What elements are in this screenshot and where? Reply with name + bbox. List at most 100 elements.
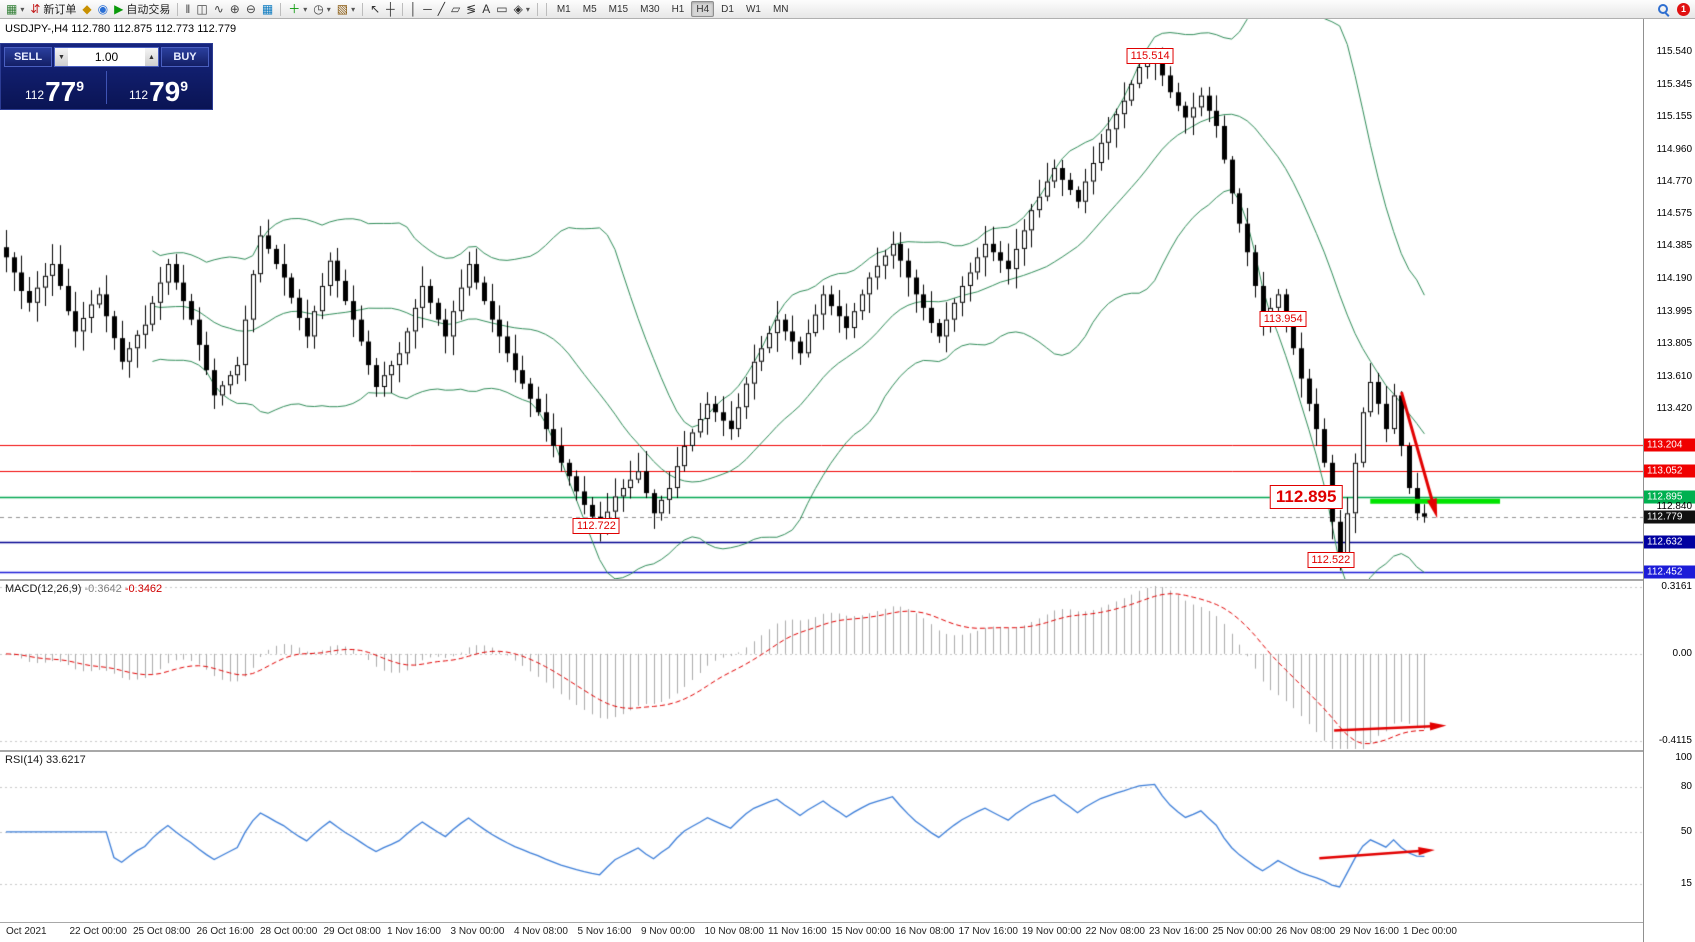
cursor-button[interactable]: ↖ [367, 1, 383, 17]
autotrading-button[interactable]: ▶ 自动交易 [111, 1, 173, 17]
crosshair-icon: ┼ [386, 2, 395, 16]
main-chart-pane[interactable]: USDJPY-,H4 112.780 112.875 112.773 112.7… [0, 19, 1643, 581]
price-scale-label: 113.610 [1656, 370, 1692, 382]
symbol-info: USDJPY-,H4 112.780 112.875 112.773 112.7… [5, 23, 237, 35]
arrows-dropdown-icon[interactable]: ▾ [525, 4, 530, 14]
text-button[interactable]: A [479, 1, 493, 17]
price-scale-label: 100 [1675, 751, 1692, 763]
time-axis-label: 1 Nov 16:00 [387, 926, 441, 937]
trendline-button[interactable]: ╱ [435, 1, 448, 17]
time-axis-label: 22 Nov 08:00 [1085, 926, 1146, 937]
notification-badge[interactable]: 1 [1677, 2, 1690, 16]
price-scale-level-box: 112.632 [1644, 535, 1695, 549]
price-scale-level-box: 112.895 [1644, 490, 1695, 504]
autotrading-label: 自动交易 [126, 4, 171, 16]
timeframe-m1-button[interactable]: M1 [556, 3, 571, 15]
toolbar-separator [280, 2, 282, 16]
macd-pane[interactable]: MACD(12,26,9) -0.3642 -0.3462 [0, 581, 1643, 752]
time-axis-label: 9 Nov 00:00 [641, 926, 695, 937]
time-axis-label: 17 Nov 16:00 [958, 926, 1019, 937]
time-axis-label: 28 Oct 00:00 [260, 926, 318, 937]
price-scale-label: 80 [1680, 781, 1692, 793]
text-label-icon: ▭ [496, 2, 508, 16]
buy-price-prefix: 112 [128, 88, 149, 102]
price-scale-label: 114.960 [1656, 143, 1692, 155]
timeframe-m5-button[interactable]: M5 [582, 3, 597, 15]
rsi-canvas[interactable] [0, 752, 1643, 922]
templates-dropdown-icon[interactable]: ▾ [351, 4, 356, 14]
macd-name: MACD(12,26,9) [5, 583, 82, 595]
time-axis-label: 25 Oct 08:00 [133, 926, 191, 937]
vertical-line-button[interactable]: │ [407, 1, 421, 17]
price-callout: 112.895 [1269, 485, 1343, 510]
toolbar-items: ▦ ▾ ⇵ 新订单 ◆ ◉ ▶ 自动交易 ‖ ◫ ∿ ⊕ ⊖ ▦ ＋ ▾ ◷ ▾ ▧ ▾ ↖ ┼ │ ─ ╱ ▱ ≶ A ▭ ◈ ▾ [3, 1, 542, 17]
crosshair-button[interactable]: ┼ [383, 1, 398, 17]
rsi-name: RSI(14) [5, 754, 43, 766]
time-axis-label: 1 Dec 00:00 [1403, 926, 1457, 937]
price-scale-level-box: 113.204 [1644, 438, 1695, 452]
time-axis-label: 3 Nov 00:00 [450, 926, 505, 937]
macd-signal-value: -0.3462 [124, 583, 163, 595]
chart-area[interactable]: USDJPY-,H4 112.780 112.875 112.773 112.7… [0, 19, 1643, 942]
periods-dropdown-icon[interactable]: ▾ [326, 4, 331, 14]
price-scale-label: 113.805 [1656, 338, 1692, 350]
timeframe-h1-button[interactable]: H1 [671, 3, 685, 15]
timeframe-m15-button[interactable]: M15 [608, 3, 629, 15]
indicators-dropdown-icon[interactable]: ▾ [303, 4, 308, 14]
zoom-out-button[interactable]: ⊖ [243, 1, 259, 17]
vertical-line-icon: │ [409, 2, 418, 16]
workspace: USDJPY-,H4 112.780 112.875 112.773 112.7… [0, 19, 1695, 942]
price-scale-label: 114.385 [1656, 240, 1692, 252]
autotrading-icon: ▶ [114, 2, 124, 16]
volume-input[interactable]: 1.00 [68, 48, 145, 66]
toolbar-separator [362, 2, 364, 16]
timeframe-group: M1 M5 M15 M30 H1 H4 D1 W1 MN [551, 1, 795, 17]
equidistant-channel-icon: ▱ [450, 2, 461, 16]
time-axis-label: 16 Nov 08:00 [895, 926, 955, 937]
new-chart-button[interactable]: ▦ ▾ [3, 1, 27, 17]
candlestick-chart-button[interactable]: ◫ [193, 1, 210, 17]
timeframe-w1-button[interactable]: W1 [745, 3, 761, 15]
volume-decrease-button[interactable]: ▼ [55, 48, 68, 66]
text-icon: A [482, 2, 491, 16]
time-axis-label: 23 Nov 16:00 [1149, 926, 1209, 937]
buy-price[interactable]: 112 79 9 [108, 69, 209, 106]
timeframe-d1-button[interactable]: D1 [721, 3, 734, 15]
rsi-pane[interactable]: RSI(14) 33.6217 [0, 752, 1643, 923]
arrows-button[interactable]: ◈ ▾ [511, 1, 533, 17]
sell-price-big: 77 [45, 76, 77, 107]
market-watch-button[interactable]: ◆ [79, 1, 94, 17]
sell-button[interactable]: SELL [4, 47, 52, 67]
macd-canvas[interactable] [0, 581, 1643, 750]
price-scale-label: 114.770 [1656, 175, 1692, 187]
search-button[interactable] [1654, 1, 1672, 17]
sell-price[interactable]: 112 77 9 [4, 69, 105, 106]
templates-button[interactable]: ▧ ▾ [334, 1, 358, 17]
new-order-button[interactable]: ⇵ 新订单 [27, 1, 79, 17]
equidistant-channel-button[interactable]: ▱ [448, 1, 463, 17]
search-icon [1657, 3, 1669, 15]
time-axis-label: Oct 2021 [6, 926, 47, 937]
time-axis-label: 10 Nov 08:00 [704, 926, 765, 937]
periods-button[interactable]: ◷ ▾ [310, 1, 334, 17]
new-chart-dropdown-icon[interactable]: ▾ [20, 4, 25, 14]
bar-chart-button[interactable]: ‖ [182, 1, 193, 17]
main-chart-canvas[interactable] [0, 19, 1643, 579]
zoom-in-button[interactable]: ⊕ [227, 1, 243, 17]
horizontal-line-button[interactable]: ─ [420, 1, 435, 17]
text-label-button[interactable]: ▭ [493, 1, 510, 17]
indicators-button[interactable]: ＋ ▾ [285, 1, 310, 17]
time-axis-label: 4 Nov 08:00 [514, 926, 568, 937]
news-button[interactable]: ◉ [95, 1, 111, 17]
toolbar-right: 1 [1654, 1, 1692, 17]
timeframe-mn-button[interactable]: MN [772, 3, 789, 15]
time-axis-label: 26 Nov 08:00 [1276, 926, 1336, 937]
line-chart-button[interactable]: ∿ [211, 1, 227, 17]
toolbar-separator [401, 2, 403, 16]
fibonacci-button[interactable]: ≶ [463, 1, 479, 17]
timeframe-m30-button[interactable]: M30 [640, 3, 660, 15]
tile-windows-button[interactable]: ▦ [259, 1, 276, 17]
timeframe-h4-button[interactable]: H4 [691, 1, 715, 17]
volume-increase-button[interactable]: ▲ [145, 48, 158, 66]
buy-button[interactable]: BUY [161, 47, 209, 67]
